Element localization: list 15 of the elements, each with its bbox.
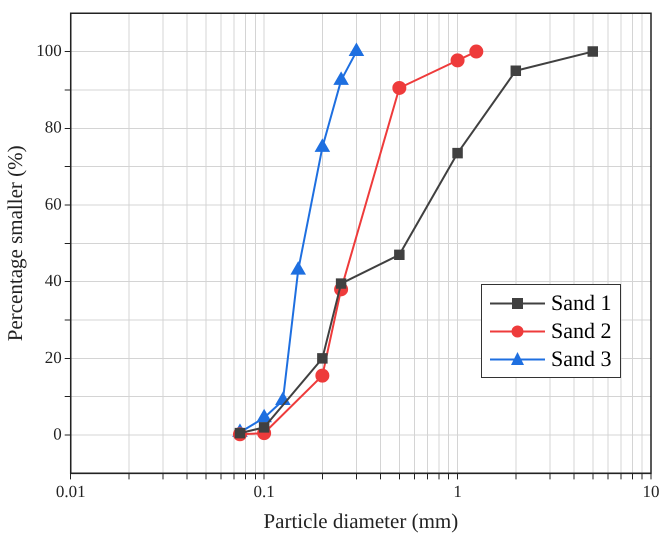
x-tick-label: 1 bbox=[453, 482, 462, 502]
x-tick-label: 0.01 bbox=[56, 482, 86, 502]
y-tick-label: 100 bbox=[36, 41, 62, 60]
x-tick-label: 0.1 bbox=[254, 482, 275, 502]
y-axis-title: Percentage smaller (%) bbox=[3, 145, 28, 342]
y-tick-label: 20 bbox=[44, 348, 62, 367]
x-tick-label: 10 bbox=[642, 482, 660, 502]
x-axis-title: Particle diameter (mm) bbox=[263, 508, 458, 533]
y-tick-label: 40 bbox=[44, 271, 62, 290]
legend-label: Sand 2 bbox=[551, 317, 612, 346]
y-tick-label: 0 bbox=[53, 424, 62, 444]
legend-label: Sand 1 bbox=[551, 289, 612, 318]
y-tick-label: 60 bbox=[44, 194, 62, 214]
legend-label: Sand 3 bbox=[551, 345, 612, 374]
y-tick-label: 80 bbox=[44, 118, 62, 137]
